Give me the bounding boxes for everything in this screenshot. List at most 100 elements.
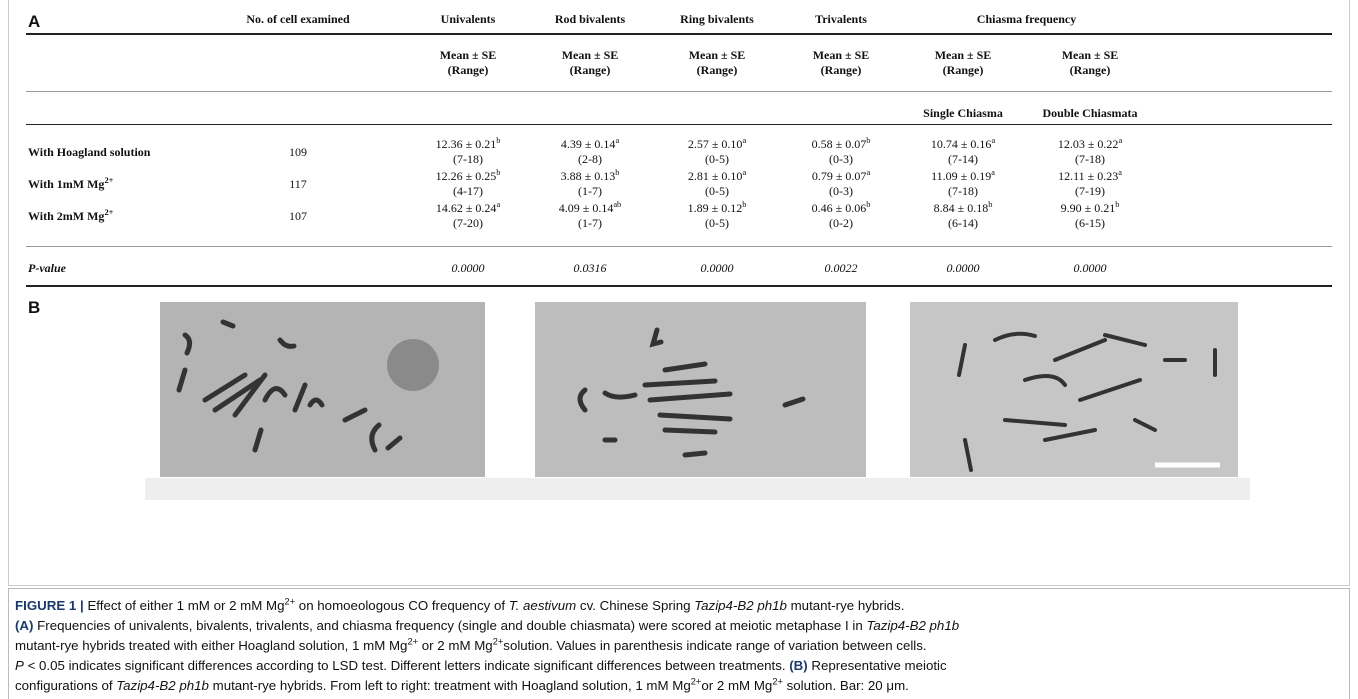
significance-letter: a [866,168,870,177]
mean-se: 10.74 ± 0.16a [931,137,995,152]
mean-value: 0.58 ± 0.07 [812,137,867,151]
caption-text: Tazip4-B2 ph1b [866,618,959,633]
significance-letter: a [615,136,619,145]
caption-text: FIGURE 1 | [15,598,87,613]
caption-text: configurations of [15,678,116,693]
caption-text: 2+ [691,677,702,687]
caption-line: (A) Frequencies of univalents, bivalents… [15,618,959,633]
caption: FIGURE 1 | Effect of either 1 mM or 2 mM… [8,588,1350,699]
significance-letter: b [988,200,992,209]
significance-letter: a [496,200,500,209]
significance-letter: b [742,200,746,209]
panel-letter: B [28,298,40,318]
mean-se: 4.39 ± 0.14a [561,137,619,152]
mean-se: 14.62 ± 0.24a [436,201,500,216]
column-header: Univalents [441,12,496,27]
mean-value: 8.84 ± 0.18 [934,201,989,215]
mean-se: 3.88 ± 0.13b [561,169,620,184]
range: (0-3) [829,152,853,167]
mean-value: 0.46 ± 0.06 [812,201,867,215]
caption-text: Representative meiotic [808,658,947,673]
mean-se: 12.03 ± 0.22a [1058,137,1122,152]
chiasma-type: Double Chiasmata [1042,106,1137,121]
p-value: 0.0316 [574,261,607,276]
range: (0-5) [705,184,729,199]
significance-letter: a [1118,136,1122,145]
significance-letter: b [1115,200,1119,209]
row-label: With 2mM Mg2+ [28,209,113,224]
mean-se: 8.84 ± 0.18b [934,201,993,216]
caption-text: or 2 mM Mg [701,678,772,693]
caption-text: 2+ [772,677,783,687]
caption-line: FIGURE 1 | Effect of either 1 mM or 2 mM… [15,598,904,613]
sub-header: Mean ± SE [562,48,619,63]
caption-text: Effect of either 1 mM or 2 mM Mg [87,598,284,613]
mean-value: 12.36 ± 0.21 [436,137,497,151]
superscript: 2+ [104,176,113,185]
sub-header: (Range) [1070,63,1111,78]
rule [26,33,1332,35]
mean-se: 1.89 ± 0.12b [688,201,747,216]
cell-count: 109 [289,145,307,160]
p-value: 0.0000 [701,261,734,276]
page: FIGURE 1 | Effect of either 1 mM or 2 mM… [0,0,1358,699]
column-header: Ring bivalents [680,12,754,27]
mean-value: 4.09 ± 0.14 [559,201,614,215]
sub-header: (Range) [697,63,738,78]
mean-se: 0.79 ± 0.07a [812,169,870,184]
mean-se: 11.09 ± 0.19a [931,169,995,184]
p-value: 0.0000 [452,261,485,276]
range: (2-8) [578,152,602,167]
significance-letter: ab [613,200,621,209]
range: (0-5) [705,216,729,231]
range: (7-14) [948,152,978,167]
row-label: With Hoagland solution [28,145,150,160]
sub-header: Mean ± SE [935,48,992,63]
column-header: Trivalents [815,12,867,27]
caption-text: Tazip4-B2 ph1b [694,598,787,613]
range: (7-18) [453,152,483,167]
p-value: 0.0000 [947,261,980,276]
range: (6-14) [948,216,978,231]
caption-text: 2+ [493,637,504,647]
significance-letter: b [496,168,500,177]
range: (0-2) [829,216,853,231]
caption-text: solution. Bar: 20 μm. [783,678,909,693]
significance-letter: a [991,168,995,177]
mean-value: 2.57 ± 0.10 [688,137,743,151]
caption-text: T. aestivum [509,598,577,613]
mean-se: 12.36 ± 0.21b [436,137,501,152]
significance-letter: a [1118,168,1122,177]
caption-text: (B) [789,658,807,673]
caption-text: mutant-rye hybrids. From left to right: … [209,678,691,693]
significance-letter: a [742,136,746,145]
caption-text: 2+ [285,597,296,607]
caption-text: 2+ [407,637,418,647]
cell-count: 117 [289,177,307,192]
mean-se: 0.46 ± 0.06b [812,201,871,216]
caption-text: < 0.05 indicates significant differences… [24,658,789,673]
range: (1-7) [578,216,602,231]
caption-line: configurations of Tazip4-B2 ph1b mutant-… [15,678,909,693]
mean-value: 11.09 ± 0.19 [931,169,991,183]
range: (7-18) [948,184,978,199]
mean-value: 3.88 ± 0.13 [561,169,616,183]
column-header: Rod bivalents [555,12,625,27]
range: (4-17) [453,184,483,199]
caption-text: Frequencies of univalents, bivalents, tr… [33,618,866,633]
caption-text: on homoeologous CO frequency of [295,598,509,613]
rule [26,285,1332,287]
sub-header: (Range) [943,63,984,78]
rule [26,124,1332,125]
sub-header: Mean ± SE [689,48,746,63]
p-value: 0.0022 [825,261,858,276]
label-text: With Hoagland solution [28,145,150,159]
p-value: 0.0000 [1074,261,1107,276]
mean-value: 12.26 ± 0.25 [436,169,497,183]
sub-header: (Range) [570,63,611,78]
sub-header: Mean ± SE [813,48,870,63]
significance-letter: b [496,136,500,145]
mean-value: 10.74 ± 0.16 [931,137,992,151]
row-label: With 1mM Mg2+ [28,177,113,192]
mean-se: 12.11 ± 0.23a [1058,169,1122,184]
